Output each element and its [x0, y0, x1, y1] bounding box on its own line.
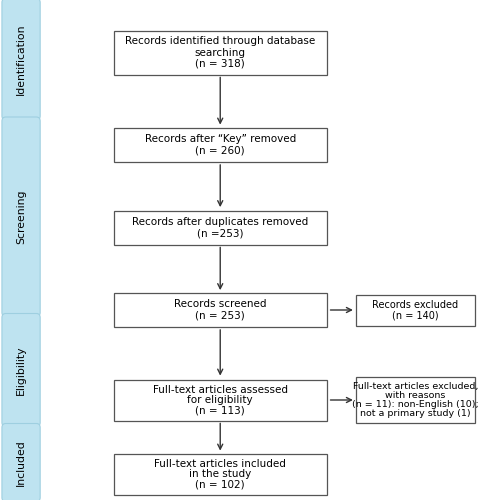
- Text: not a primary study (1): not a primary study (1): [360, 410, 470, 418]
- Text: in the study: in the study: [189, 469, 251, 479]
- FancyBboxPatch shape: [356, 377, 474, 423]
- Text: Full-text articles assessed: Full-text articles assessed: [153, 385, 287, 395]
- FancyBboxPatch shape: [356, 294, 474, 326]
- Text: for eligibility: for eligibility: [187, 395, 253, 405]
- Text: Included: Included: [16, 439, 26, 486]
- Text: Records identified through database: Records identified through database: [125, 36, 316, 46]
- Text: (n = 318): (n = 318): [196, 58, 245, 68]
- Text: (n = 253): (n = 253): [196, 310, 245, 320]
- Text: Identification: Identification: [16, 24, 26, 95]
- FancyBboxPatch shape: [114, 30, 327, 74]
- Text: (n = 102): (n = 102): [196, 479, 245, 489]
- Text: (n = 260): (n = 260): [196, 146, 245, 156]
- Text: Full-text articles included: Full-text articles included: [154, 459, 286, 469]
- Text: searching: searching: [195, 48, 246, 58]
- Text: Eligibility: Eligibility: [16, 345, 26, 395]
- Text: Records screened: Records screened: [174, 300, 267, 310]
- FancyBboxPatch shape: [114, 380, 327, 420]
- Text: Full-text articles excluded,: Full-text articles excluded,: [352, 382, 478, 390]
- FancyBboxPatch shape: [114, 210, 327, 244]
- Text: Records after duplicates removed: Records after duplicates removed: [132, 217, 308, 227]
- FancyBboxPatch shape: [2, 117, 40, 316]
- Text: (n =253): (n =253): [197, 228, 243, 238]
- Text: (n = 11): non-English (10);: (n = 11): non-English (10);: [352, 400, 479, 409]
- Text: Screening: Screening: [16, 190, 26, 244]
- Text: (n = 140): (n = 140): [392, 310, 439, 320]
- FancyBboxPatch shape: [114, 128, 327, 162]
- Text: Records excluded: Records excluded: [372, 300, 458, 310]
- FancyBboxPatch shape: [2, 0, 40, 120]
- Text: (n = 113): (n = 113): [196, 405, 245, 415]
- FancyBboxPatch shape: [2, 314, 40, 426]
- FancyBboxPatch shape: [114, 293, 327, 327]
- Text: with reasons: with reasons: [385, 391, 445, 400]
- FancyBboxPatch shape: [2, 424, 40, 500]
- Text: Records after “Key” removed: Records after “Key” removed: [145, 134, 296, 144]
- FancyBboxPatch shape: [114, 454, 327, 494]
